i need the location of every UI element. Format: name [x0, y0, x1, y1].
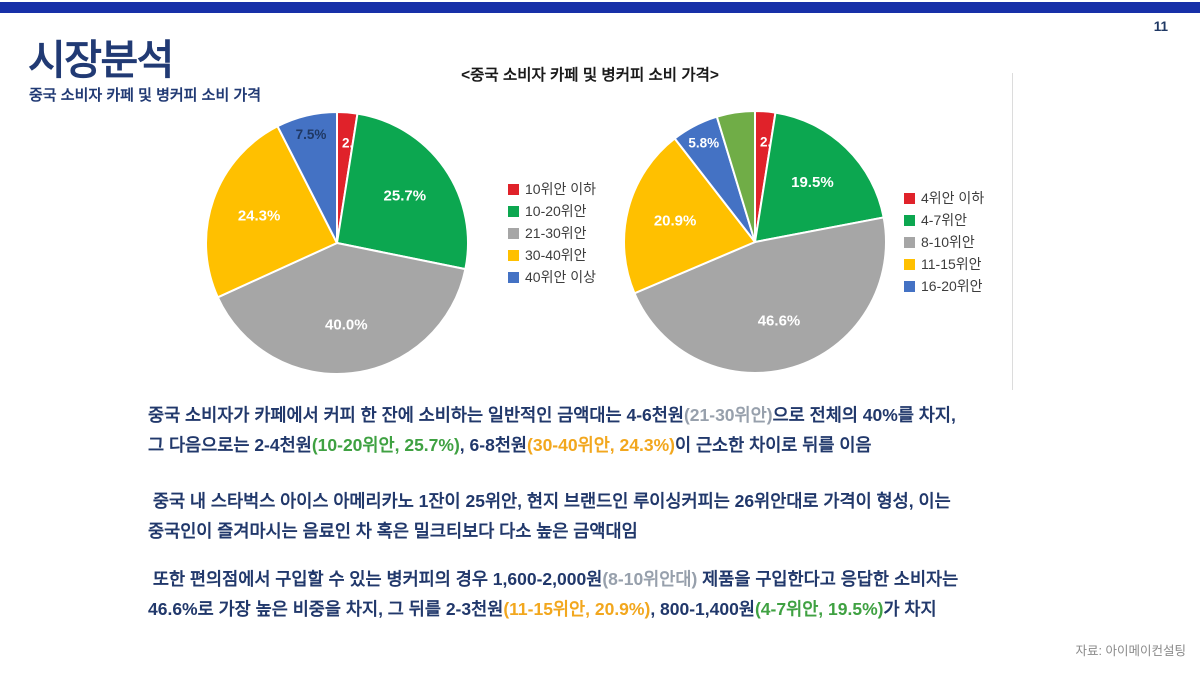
pie-slice: [336, 112, 469, 271]
text-run: 그 다음으로는 2-4천원: [148, 435, 312, 455]
pie-data-label: 24.3%: [238, 207, 281, 224]
legend-bottled-coffee-price: 4위안 이하 4-7위안 8-10위안 11-15위안 16-20위안: [904, 190, 985, 301]
text-run: (8-10위안대): [602, 569, 698, 589]
page-number: 11: [1153, 19, 1168, 34]
body-paragraph: 중국 내 스타벅스 아이스 아메리카노 1잔이 25위안, 현지 브랜드인 루이…: [148, 486, 1078, 546]
body-paragraph: 중국 소비자가 카페에서 커피 한 잔에 소비하는 일반적인 금액대는 4-6천…: [148, 400, 1078, 460]
pie-data-label: 46.6%: [758, 313, 801, 330]
pie-slice: [205, 125, 338, 299]
text-run: , 6-8천원: [459, 435, 528, 455]
pie-data-label: 25.7%: [384, 188, 427, 205]
legend-swatch: [508, 227, 519, 239]
legend-label: 30-40위안: [525, 247, 587, 263]
legend-label: 11-15위안: [921, 256, 982, 272]
legend-item: 30-40위안: [508, 247, 596, 263]
text-run: (4-7위안, 19.5%): [754, 599, 884, 619]
legend-label: 10-20위안: [525, 203, 587, 219]
legend-label: 4위안 이하: [921, 190, 985, 206]
legend-swatch: [904, 258, 915, 270]
legend-swatch: [904, 280, 915, 292]
pie-chart-bottled-coffee-price: 2.5%19.5%46.6%20.9%5.8%: [623, 109, 887, 374]
body-paragraph: 또한 편의점에서 구입할 수 있는 병커피의 경우 1,600-2,000원(8…: [148, 564, 1078, 624]
legend-swatch: [904, 214, 915, 226]
text-run: 가 차지: [883, 599, 937, 619]
accent-top-bar: [0, 2, 1200, 13]
chart-title: <중국 소비자 카페 및 병커피 소비 가격>: [461, 67, 719, 84]
legend-swatch: [508, 249, 519, 261]
text-run: 으로 전체의 40%를 차지,: [772, 405, 956, 425]
legend-item: 4-7위안: [904, 212, 984, 228]
legend-cafe-price: 10위안 이하 10-20위안 21-30위안 30-40위안 40위안 이상: [508, 181, 596, 292]
chart-frame-divider: [1012, 73, 1013, 390]
legend-item: 8-10위안: [904, 234, 984, 250]
text-run: (21-30위안): [683, 405, 773, 425]
text-run: 중국인이 즐겨마시는 음료인 차 혹은 밀크티보다 다소 높은 금액대임: [148, 521, 638, 541]
legend-item: 21-30위안: [508, 225, 596, 241]
pie-slice: [623, 137, 756, 295]
page-subtitle: 중국 소비자 카페 및 병커피 소비 가격: [29, 87, 262, 104]
body-text: 중국 소비자가 카페에서 커피 한 잔에 소비하는 일반적인 금액대는 4-6천…: [148, 400, 1078, 624]
text-run: 46.6%로 가장 높은 비중을 차지, 그 뒤를 2-3천원: [148, 599, 504, 619]
legend-item: 4위안 이하: [904, 190, 985, 206]
pie-data-label: 7.5%: [296, 127, 327, 142]
pie-slice: [754, 111, 885, 243]
legend-swatch: [508, 271, 519, 283]
legend-swatch: [904, 192, 915, 204]
text-run: 또한 편의점에서 구입할 수 있는 병커피의 경우 1,600-2,000원: [148, 569, 603, 589]
text-run: , 800-1,400원: [650, 599, 755, 619]
page-title: 시장분석: [28, 37, 174, 83]
text-run: 제품을 구입한다고 응답한 소비자는: [697, 569, 959, 589]
pie-slice: [276, 111, 338, 244]
legend-swatch: [508, 205, 519, 217]
pie-slice: [633, 216, 887, 374]
legend-item: 16-20위안: [904, 278, 984, 294]
legend-label: 21-30위안: [525, 225, 587, 241]
text-run: (30-40위안, 24.3%): [527, 435, 675, 455]
text-run: (10-20위안, 25.7%): [311, 435, 460, 455]
legend-swatch: [904, 236, 915, 248]
pie-data-label: 40.0%: [325, 317, 368, 334]
legend-label: 16-20위안: [921, 278, 983, 294]
text-run: 이 근소한 차이로 뒤를 이음: [674, 435, 872, 455]
pie-data-label: 20.9%: [654, 213, 697, 230]
pie-slice: [715, 110, 756, 243]
text-run: 중국 소비자가 카페에서 커피 한 잔에 소비하는 일반적인 금액대는 4-6천…: [148, 405, 684, 425]
legend-item: 40위안 이상: [508, 269, 596, 285]
pie-slice: [216, 242, 467, 375]
pie-data-label: 19.5%: [791, 174, 834, 191]
legend-item: 10-20위안: [508, 203, 596, 219]
legend-item: 11-15위안: [904, 256, 984, 272]
pie-chart-cafe-price: 2.5%25.7%40.0%24.3%7.5%: [205, 110, 469, 375]
source-note: 자료: 아이메이컨설팅: [1075, 644, 1186, 658]
legend-label: 4-7위안: [921, 212, 967, 228]
pie-data-label: 5.8%: [688, 136, 719, 151]
legend-label: 40위안 이상: [525, 269, 596, 285]
text-run: 중국 내 스타벅스 아이스 아메리카노 1잔이 25위안, 현지 브랜드인 루이…: [148, 491, 951, 511]
legend-swatch: [508, 183, 519, 195]
legend-label: 8-10위안: [921, 234, 975, 250]
legend-item: 10위안 이하: [508, 181, 596, 197]
legend-label: 10위안 이하: [525, 181, 596, 197]
text-run: (11-15위안, 20.9%): [503, 599, 651, 619]
